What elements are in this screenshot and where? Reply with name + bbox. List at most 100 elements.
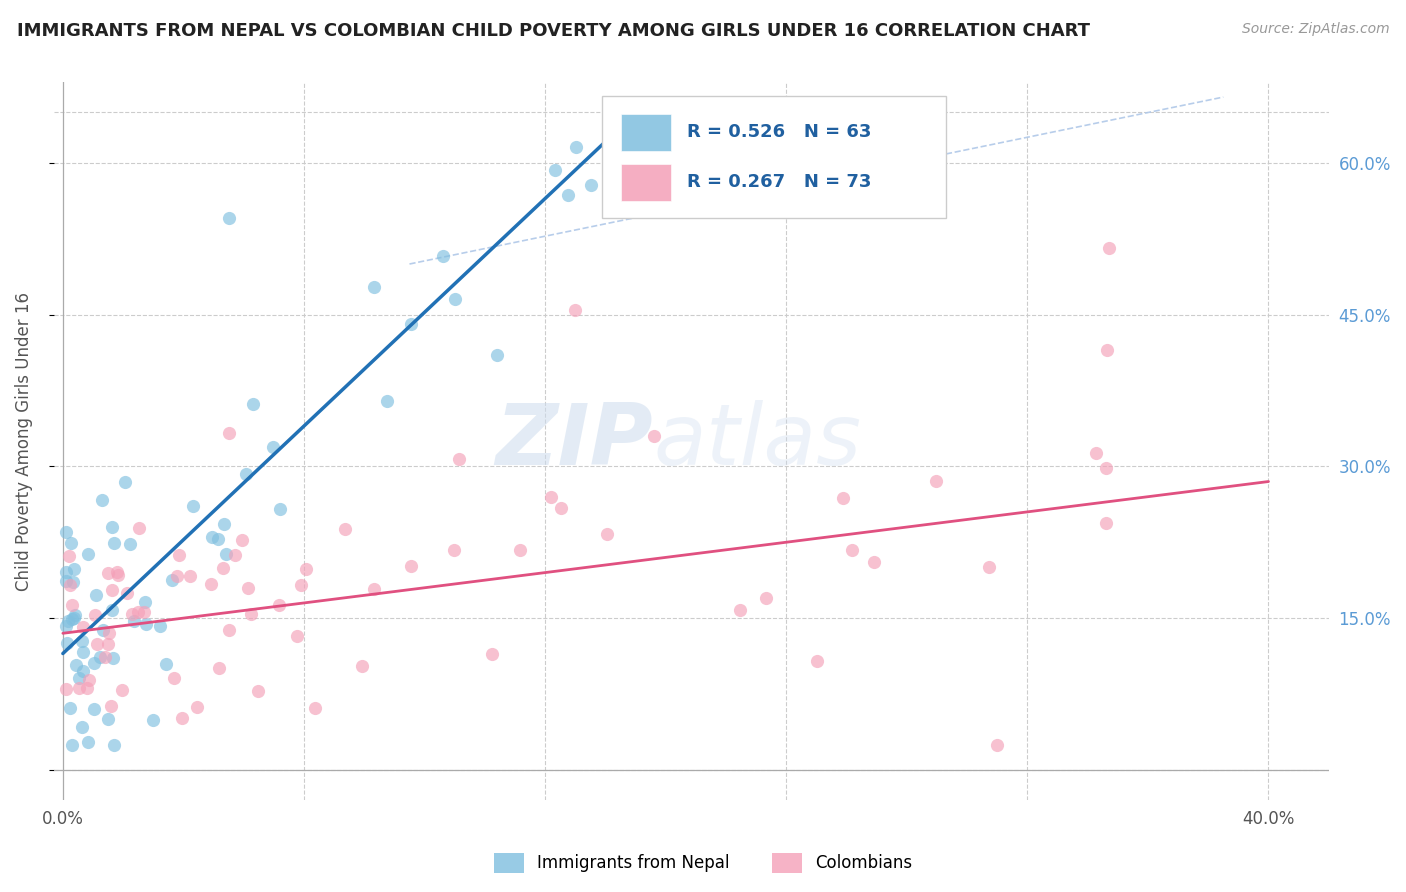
Point: [101, 650, 124, 665]
Text: ZIP: ZIP: [495, 400, 652, 483]
Point: [89, 649, 111, 664]
Point: [59, 701, 82, 715]
Point: [806, 654, 828, 668]
Point: [101, 583, 124, 598]
Point: [201, 530, 224, 544]
Point: [924, 474, 946, 488]
Point: [239, 607, 262, 622]
FancyBboxPatch shape: [621, 113, 671, 151]
Text: IMMIGRANTS FROM NEPAL VS COLOMBIAN CHILD POVERTY AMONG GIRLS UNDER 16 CORRELATIO: IMMIGRANTS FROM NEPAL VS COLOMBIAN CHILD…: [17, 22, 1090, 40]
Point: [62, 574, 84, 589]
Point: [127, 606, 149, 620]
Point: [550, 500, 572, 515]
Point: [208, 660, 231, 674]
Point: [211, 561, 233, 575]
Text: Source: ZipAtlas.com: Source: ZipAtlas.com: [1241, 22, 1389, 37]
Point: [375, 394, 398, 409]
Point: [94, 650, 117, 665]
Point: [163, 671, 186, 685]
Point: [186, 700, 208, 714]
Point: [60, 536, 83, 550]
Point: [160, 573, 183, 587]
Point: [269, 502, 291, 516]
Point: [115, 586, 138, 600]
Point: [295, 562, 318, 576]
Point: [72, 665, 94, 679]
Point: [70, 634, 93, 648]
Point: [72, 644, 94, 658]
Point: [103, 738, 125, 752]
Point: [65, 657, 87, 672]
Point: [509, 543, 531, 558]
Point: [111, 682, 134, 697]
Point: [63, 562, 86, 576]
Point: [91, 623, 114, 637]
Point: [97, 566, 120, 581]
Point: [121, 607, 143, 622]
Point: [755, 591, 778, 606]
Point: [1095, 516, 1118, 530]
Point: [76, 681, 98, 696]
Point: [363, 582, 385, 596]
Point: [1084, 446, 1107, 460]
Point: [62, 611, 84, 625]
Point: [866, 141, 889, 155]
Point: [979, 560, 1001, 574]
Text: atlas: atlas: [652, 400, 860, 483]
Point: [86, 637, 108, 651]
Point: [149, 619, 172, 633]
Point: [100, 698, 122, 713]
Point: [1095, 461, 1118, 475]
Point: [55, 681, 77, 696]
Point: [103, 536, 125, 550]
Point: [100, 603, 122, 617]
Point: [212, 516, 235, 531]
Point: [124, 614, 146, 628]
Point: [60, 598, 83, 612]
Point: [97, 637, 120, 651]
Point: [363, 279, 385, 293]
Point: [72, 620, 94, 634]
Point: [105, 566, 128, 580]
Point: [84, 588, 107, 602]
Point: [70, 720, 93, 734]
Point: [55, 566, 77, 580]
Point: [55, 619, 77, 633]
Point: [218, 211, 240, 226]
Point: [1097, 343, 1119, 357]
Point: [83, 701, 105, 715]
Point: [207, 533, 229, 547]
Point: [179, 569, 201, 583]
Point: [63, 607, 86, 622]
Point: [101, 519, 124, 533]
Point: [540, 490, 562, 504]
Point: [135, 616, 157, 631]
Point: [218, 623, 240, 637]
Point: [67, 681, 90, 695]
Point: [481, 648, 503, 662]
Point: [986, 738, 1008, 752]
Point: [399, 558, 422, 573]
Point: [231, 533, 253, 547]
Point: [596, 526, 619, 541]
Point: [181, 499, 204, 513]
Point: [242, 396, 264, 410]
Text: R = 0.526   N = 63: R = 0.526 N = 63: [688, 123, 872, 141]
Point: [832, 491, 855, 505]
Point: [55, 574, 77, 589]
Point: [432, 249, 454, 263]
Point: [58, 614, 80, 628]
Point: [114, 475, 136, 490]
Point: [77, 734, 100, 748]
Point: [290, 578, 312, 592]
Point: [97, 712, 120, 726]
Point: [215, 547, 238, 561]
Point: [1098, 241, 1121, 255]
Point: [730, 602, 752, 616]
Point: [55, 524, 77, 539]
Point: [155, 657, 177, 671]
Point: [565, 139, 588, 153]
Point: [59, 578, 82, 592]
Point: [200, 576, 222, 591]
FancyBboxPatch shape: [602, 96, 946, 219]
